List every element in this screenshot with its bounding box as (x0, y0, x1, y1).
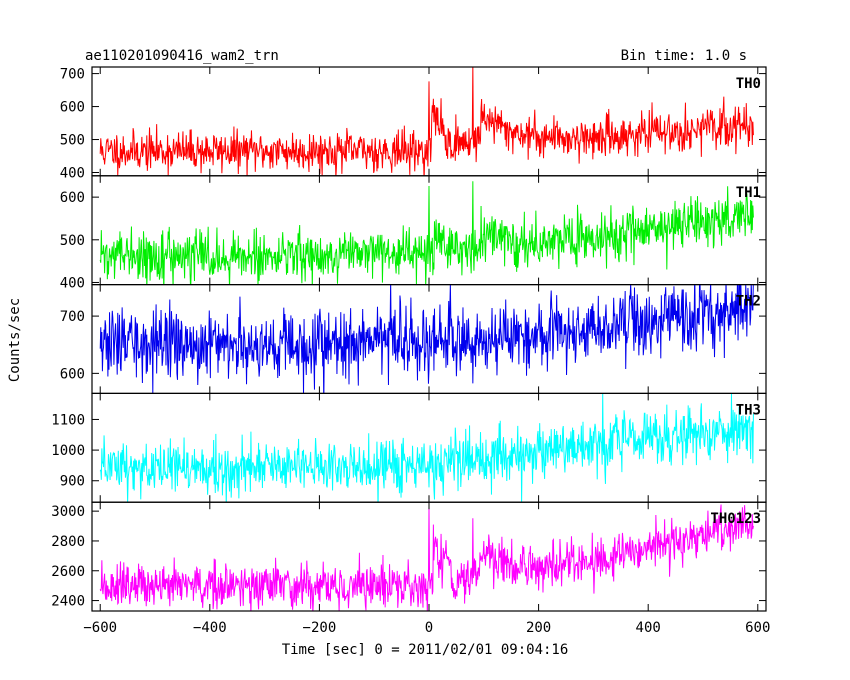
y-tick-label: 2400 (51, 594, 85, 610)
y-tick-label: 500 (60, 133, 85, 149)
x-tick-label: −200 (303, 620, 337, 636)
panel-th0123: 2400 2600 2800 3000 TH0123 (51, 501, 767, 612)
y-tick-label: 900 (60, 474, 85, 490)
bin-time-label: Bin time: 1.0 s (621, 48, 747, 64)
series-line-th3 (99, 393, 754, 503)
y-tick-label: 2800 (51, 534, 85, 550)
y-tick-label: 1000 (51, 443, 85, 459)
x-tick-label: 200 (526, 620, 551, 636)
series-line-th1 (99, 181, 754, 285)
panel-label: TH0123 (710, 511, 761, 527)
panel-frame (91, 501, 767, 612)
x-tick-label: 400 (636, 620, 661, 636)
x-tick-label: −400 (193, 620, 227, 636)
y-tick-label: 500 (60, 233, 85, 249)
panel-th3: 900 1000 1100 TH3 (51, 392, 767, 503)
y-tick-label: 600 (60, 100, 85, 116)
y-tick-label: 700 (60, 309, 85, 325)
panel-th2: 600 700 TH2 (60, 284, 767, 395)
series-line-th2 (99, 284, 754, 394)
panel-label: TH1 (736, 185, 761, 201)
y-tick-label: 3000 (51, 504, 85, 520)
panel-label: TH2 (736, 294, 761, 310)
x-axis-label: Time [sec] 0 = 2011/02/01 09:04:16 (282, 642, 569, 658)
y-tick-label: 1100 (51, 412, 85, 428)
y-tick-label: 600 (60, 366, 85, 382)
panel-th0: 400 500 600 700 TH0 (60, 66, 767, 182)
x-tick-label: 0 (425, 620, 433, 636)
y-tick-label: 400 (60, 275, 85, 291)
y-tick-label: 700 (60, 67, 85, 83)
panel-label: TH3 (736, 402, 761, 418)
y-tick-label: 600 (60, 190, 85, 206)
x-tick-label: −600 (83, 620, 117, 636)
series-line-th0 (99, 67, 754, 176)
x-tick-label: 600 (745, 620, 770, 636)
y-tick-label: 2600 (51, 564, 85, 580)
panels-group: 400 500 600 700 TH0 400 500 600 TH1 600 700 TH2 900 1… (51, 66, 770, 636)
plot-title: ae110201090416_wam2_trn (85, 48, 279, 64)
y-tick-label: 400 (60, 166, 85, 182)
panel-th1: 400 500 600 TH1 (60, 175, 767, 291)
series-line-th0123 (99, 504, 754, 612)
y-axis-label: Counts/sec (7, 298, 23, 382)
panel-label: TH0 (736, 76, 761, 92)
